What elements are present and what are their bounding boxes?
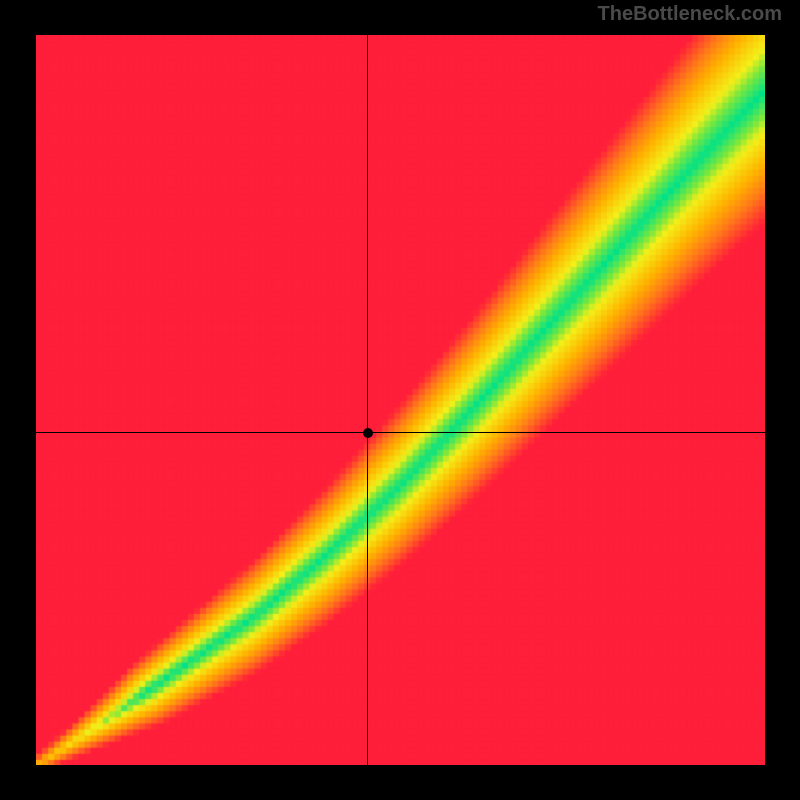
crosshair-vertical bbox=[367, 35, 368, 765]
crosshair-dot bbox=[363, 428, 373, 438]
crosshair-horizontal bbox=[36, 432, 765, 433]
watermark-text: TheBottleneck.com bbox=[598, 3, 782, 26]
heatmap-canvas bbox=[36, 35, 765, 765]
plot-area bbox=[36, 35, 765, 765]
